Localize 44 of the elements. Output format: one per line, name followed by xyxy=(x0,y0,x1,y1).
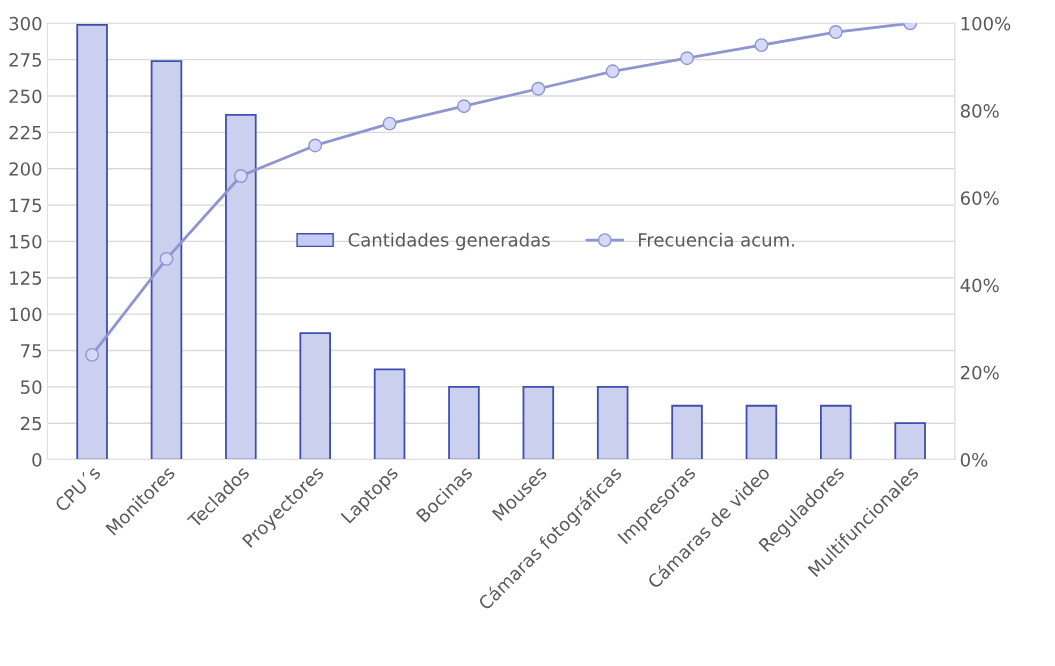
point xyxy=(308,138,323,153)
bar xyxy=(671,404,703,460)
y2-tick-label: 40% xyxy=(960,278,999,293)
y-tick-label: 250 xyxy=(9,89,42,104)
bar xyxy=(76,23,108,460)
point xyxy=(456,99,471,114)
point xyxy=(605,64,620,79)
bar xyxy=(745,404,778,460)
point xyxy=(382,116,397,131)
y-tick-label: 75 xyxy=(21,344,42,358)
point xyxy=(531,81,546,96)
y2-tick-label: 60% xyxy=(960,191,999,205)
bar xyxy=(820,404,852,460)
bar xyxy=(225,114,257,460)
y-tick-label: 150 xyxy=(10,234,42,249)
y-tick-label: 25 xyxy=(20,416,42,431)
point xyxy=(85,347,100,362)
y-tick-label: 275 xyxy=(9,53,42,67)
bar xyxy=(299,332,331,460)
bar xyxy=(448,385,480,460)
bar xyxy=(373,368,406,460)
point xyxy=(828,25,843,39)
point xyxy=(680,51,694,66)
y-tick-label: 200 xyxy=(9,162,42,176)
y-tick-label: 125 xyxy=(10,271,42,285)
point xyxy=(159,251,174,266)
bar xyxy=(150,60,183,460)
y2-tick-label: 80% xyxy=(960,104,999,118)
bar xyxy=(596,385,629,460)
point xyxy=(754,38,769,53)
y-tick-label: 225 xyxy=(9,125,42,140)
bar xyxy=(522,385,555,460)
y2-tick-label: 0% xyxy=(960,453,988,467)
y-tick-label: 100 xyxy=(10,307,42,322)
bar xyxy=(894,422,926,460)
y-tick-label: 50 xyxy=(21,380,42,394)
y2-tick-label: 100% xyxy=(961,16,1011,31)
legend-label: Frecuencia acum. xyxy=(639,232,794,247)
point xyxy=(233,169,248,183)
y-tick-label: 300 xyxy=(9,16,42,31)
y-tick-label: 0 xyxy=(32,453,42,467)
y2-tick-label: 20% xyxy=(960,365,999,380)
y-tick-label: 175 xyxy=(10,198,42,213)
legend-label: Cantidades generadas xyxy=(348,232,550,251)
